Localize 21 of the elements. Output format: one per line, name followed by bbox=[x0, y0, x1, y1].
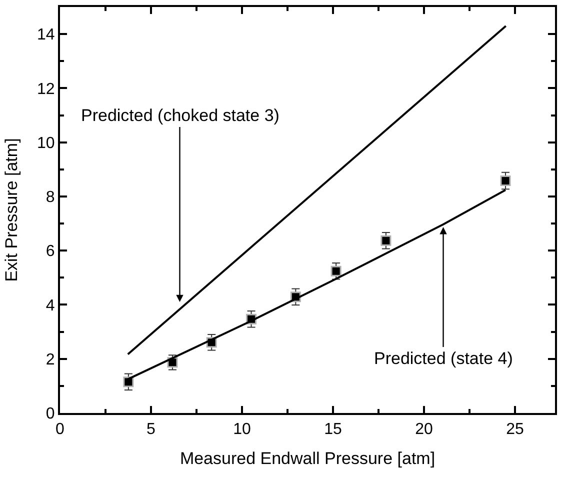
y-tick-label: 0 bbox=[46, 406, 55, 423]
point bbox=[380, 235, 392, 246]
annotation: Predicted (state 4) bbox=[374, 349, 513, 368]
annotation: Predicted (choked state 3) bbox=[81, 106, 280, 125]
y-tick-label: 12 bbox=[37, 80, 55, 98]
y-axis-title: Exit Pressure [atm] bbox=[2, 138, 22, 282]
y-tick-label: 14 bbox=[37, 26, 55, 44]
x-tick-label: 25 bbox=[506, 421, 524, 438]
y-tick-label: 2 bbox=[46, 351, 55, 368]
point bbox=[123, 376, 134, 388]
y-tick-label: 10 bbox=[37, 134, 55, 152]
x-tick-label: 10 bbox=[233, 421, 251, 438]
x-tick-label: 20 bbox=[415, 421, 433, 438]
x-tick-label: 5 bbox=[146, 421, 156, 438]
point bbox=[500, 176, 511, 186]
point bbox=[330, 266, 342, 276]
x-tick-label: 15 bbox=[324, 421, 342, 438]
y-tick-label: 4 bbox=[46, 297, 55, 314]
y-tick-label: 6 bbox=[46, 243, 55, 260]
x-axis-title: Measured Endwall Pressure [atm] bbox=[180, 449, 436, 468]
y-tick-label: 8 bbox=[46, 189, 55, 206]
